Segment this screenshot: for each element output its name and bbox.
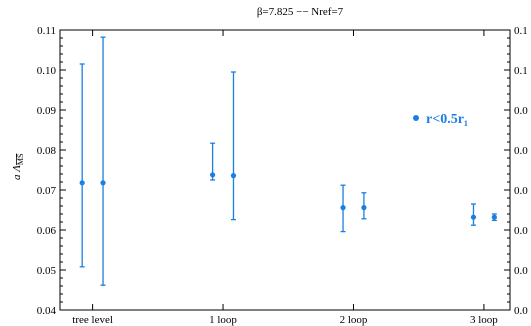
data-points [80,37,497,285]
point-marker [80,180,85,185]
y-tick-label: 0.05 [37,265,57,277]
y-tick-label: 0.11 [37,25,56,37]
point-marker [231,173,236,178]
legend-label: r<0.5r₁ [426,112,468,127]
data-point [340,185,345,231]
y-axis-ticks: 0.04 0.05 0.06 0.07 0.08 0.09 0.10 0.11 [37,25,66,317]
right-tick-label: 0.1 [514,65,528,77]
chart-title: β=7.825 −− Nref=7 [257,6,344,18]
right-tick-label: 0.0 [514,265,528,277]
y-tick-label: 0.09 [37,105,57,117]
data-point [361,193,366,219]
point-marker [210,172,215,177]
data-point [100,37,105,285]
y-axis-label-text: a ΛMS̄ [11,154,25,180]
point-marker [492,215,497,220]
right-tick-label: 0.0 [514,305,528,317]
y-tick-label: 0.06 [37,225,57,237]
point-marker [100,180,105,185]
right-tick-label: 0.0 [514,145,528,157]
legend: r<0.5r₁ [413,112,468,127]
plot-frame [60,30,510,310]
right-axis-ticks: 0.0 0.0 0.0 0.0 0.0 0.0 0.1 0.1 [504,25,528,317]
x-tick-label: 3 loop [470,314,498,326]
data-point [492,214,497,220]
data-point [231,72,236,220]
y-tick-label: 0.10 [37,65,57,77]
x-tick-label: tree level [72,314,113,326]
x-axis-ticks: tree level 1 loop 2 loop 3 loop [72,30,498,326]
data-point [80,64,85,267]
right-tick-label: 0.0 [514,225,528,237]
x-tick-label: 1 loop [209,314,237,326]
point-marker [361,205,366,210]
legend-marker [413,115,419,121]
y-tick-label: 0.04 [37,305,57,317]
right-tick-label: 0.0 [514,105,528,117]
data-point [471,204,476,225]
right-tick-label: 0.1 [514,25,528,37]
point-marker [340,205,345,210]
x-tick-label: 2 loop [340,314,368,326]
right-tick-label: 0.0 [514,185,528,197]
point-marker [471,215,476,220]
y-tick-label: 0.07 [37,185,57,197]
y-axis-label: a ΛMS̄ [11,154,25,180]
y-tick-label: 0.08 [37,145,57,157]
data-point [210,143,215,180]
